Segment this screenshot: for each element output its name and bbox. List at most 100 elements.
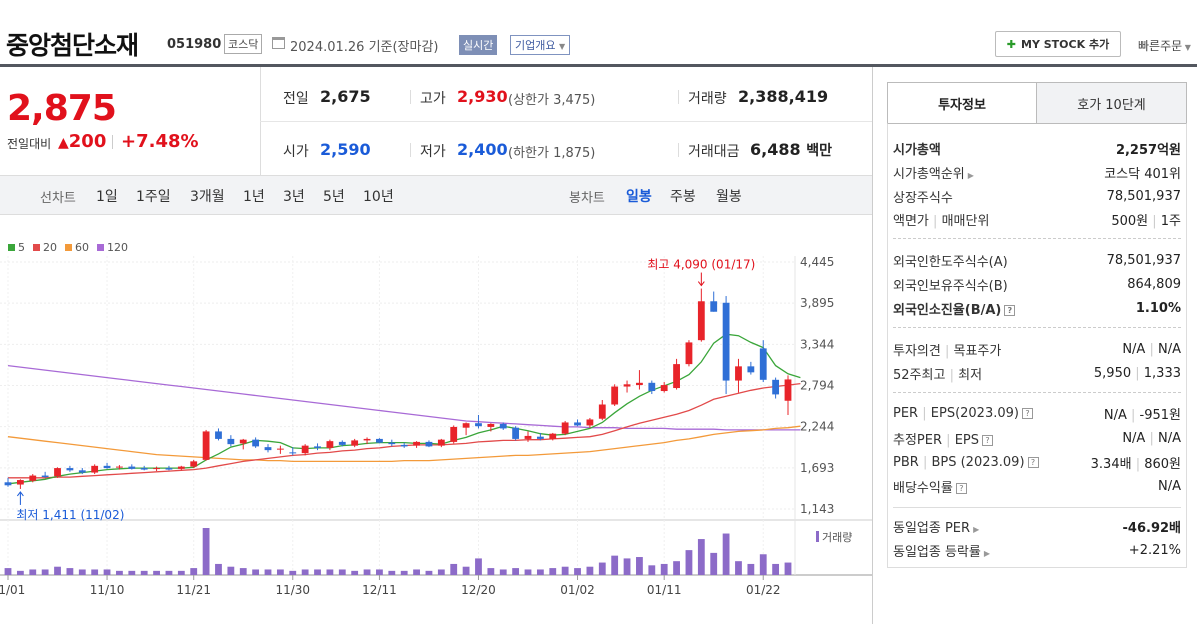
chart-legend: 5 20 60 120 [8, 241, 136, 254]
volume-bar [660, 563, 668, 575]
tab-1d[interactable]: 1일 [96, 189, 118, 205]
volume-bar [264, 569, 272, 575]
help-icon[interactable]: ? [982, 434, 993, 446]
y-tick-label: 3,895 [800, 296, 834, 310]
candle-body [735, 366, 742, 381]
tab-3m[interactable]: 3개월 [190, 189, 225, 205]
tab-invest-info[interactable]: 투자정보 [887, 82, 1037, 124]
amount-value: 6,488 백만 [750, 140, 832, 160]
volume-bar [623, 558, 631, 575]
volume-bar [301, 569, 309, 575]
volume-bar [747, 563, 755, 575]
info-row: 배당수익률? N/A [893, 476, 1181, 496]
plus-icon: ✚ [1006, 37, 1017, 51]
divider [872, 67, 873, 624]
volume-bar [487, 568, 495, 575]
volume-bar [536, 569, 544, 575]
tab-1y[interactable]: 1년 [243, 189, 265, 205]
divider: | [1152, 213, 1157, 229]
legend-swatch [33, 244, 40, 251]
add-mystock-button[interactable]: ✚ MY STOCK 추가 [995, 31, 1121, 57]
volume-bar [574, 568, 581, 575]
divider: | [1149, 341, 1154, 357]
low-label: 저가 [420, 144, 446, 160]
foreign-hold-label: 외국인보유주식수(B) [893, 278, 1008, 294]
candle-body [413, 441, 420, 446]
divider [678, 90, 679, 104]
amount-unit: 백만 [806, 143, 832, 159]
x-tick-label: 12/20 [461, 583, 496, 597]
info-row: 외국인한도주식수(A) 78,501,937 [893, 250, 1181, 270]
calendar-icon [272, 37, 285, 49]
market-cap-value: 2,257억원 [1115, 142, 1181, 158]
tab-daily[interactable]: 일봉 [626, 189, 652, 205]
candle-body [326, 441, 334, 448]
help-icon[interactable]: ? [1027, 456, 1039, 468]
info-row: 외국인보유주식수(B) 864,809 [893, 274, 1181, 294]
foreign-ratio-label: 외국인소진율(B/A) [893, 302, 1002, 318]
opinion-label: 투자의견 [893, 343, 941, 359]
tab-1w[interactable]: 1주일 [136, 189, 171, 205]
volume-bar [140, 570, 148, 575]
candle-body [165, 468, 173, 470]
candle-body [759, 348, 767, 380]
volume-bar [351, 570, 359, 575]
candle-body [202, 431, 210, 460]
corp-info-dropdown[interactable]: 기업개요 ▼ [510, 35, 571, 55]
candle-body [561, 422, 569, 434]
per-value: N/A [1103, 407, 1127, 423]
info-row: PER | EPS(2023.09)? N/A | -951원 [893, 403, 1181, 423]
candle-body [722, 302, 730, 381]
change-label: 전일대비 [7, 137, 52, 151]
volume-bar [524, 569, 532, 575]
low-value: 2,400 [457, 140, 508, 159]
info-row: 투자의견 | 목표주가 N/A | N/A [893, 339, 1181, 359]
candle-body [512, 427, 520, 439]
realtime-button[interactable]: 실시간 [459, 35, 498, 55]
chevron-right-icon[interactable]: ▶ [973, 524, 980, 534]
volume-bar [561, 566, 569, 575]
tab-5y[interactable]: 5년 [323, 189, 345, 205]
candle-body [140, 468, 148, 470]
dividend-value: N/A [1158, 478, 1181, 494]
divider: | [949, 367, 954, 383]
candle-body [586, 419, 594, 426]
tab-monthly[interactable]: 월봉 [716, 189, 742, 205]
info-row: PBR | BPS (2023.09)? 3.34배 | 860원 [893, 452, 1181, 472]
candle-body [289, 452, 297, 454]
candle-body [697, 301, 705, 341]
volume-bar [4, 568, 12, 575]
candle-body [376, 438, 383, 443]
market-cap-rank-label[interactable]: 시가총액순위 ▶ [893, 163, 974, 182]
volume-bar [289, 570, 297, 575]
tab-10y[interactable]: 10년 [363, 189, 394, 205]
divider: | [922, 454, 928, 470]
market-badge: 코스닥 [224, 34, 263, 54]
max-arrowhead [697, 281, 705, 287]
help-icon[interactable]: ? [1021, 407, 1033, 419]
candle-body [524, 435, 532, 439]
chevron-right-icon[interactable]: ▶ [983, 548, 991, 558]
candle-body [623, 384, 631, 387]
info-row: 동일업종 등락률 ▶ +2.21% [893, 540, 1181, 560]
tab-3y[interactable]: 3년 [283, 189, 305, 205]
lower-limit: (하한가 1,875) [508, 146, 596, 161]
candle-body [338, 441, 346, 445]
candle-body [710, 301, 718, 312]
market-cap-rank-text: 시가총액순위 [893, 166, 965, 182]
legend-label: 5 [18, 241, 25, 254]
help-icon[interactable]: ? [1004, 304, 1016, 316]
volume-bar [673, 561, 680, 575]
high-value: 2,930 [457, 87, 508, 106]
open-value: 2,590 [320, 140, 371, 159]
tab-orderbook[interactable]: 호가 10단계 [1036, 82, 1187, 124]
change-value: ▲200 [58, 131, 106, 152]
divider: | [1131, 407, 1136, 423]
ma20-line [8, 382, 801, 479]
corp-info-label: 기업개요 [515, 39, 556, 52]
tab-weekly[interactable]: 주봉 [670, 189, 696, 205]
quick-order-button[interactable]: 빠른주문 ▼ [1138, 37, 1191, 54]
help-icon[interactable]: ? [955, 482, 967, 494]
price-chart[interactable]: 4,445 3,895 3,344 2,794 2,244 1,693 1,143 11/01… [0, 216, 872, 624]
open-label: 시가 [283, 144, 309, 160]
